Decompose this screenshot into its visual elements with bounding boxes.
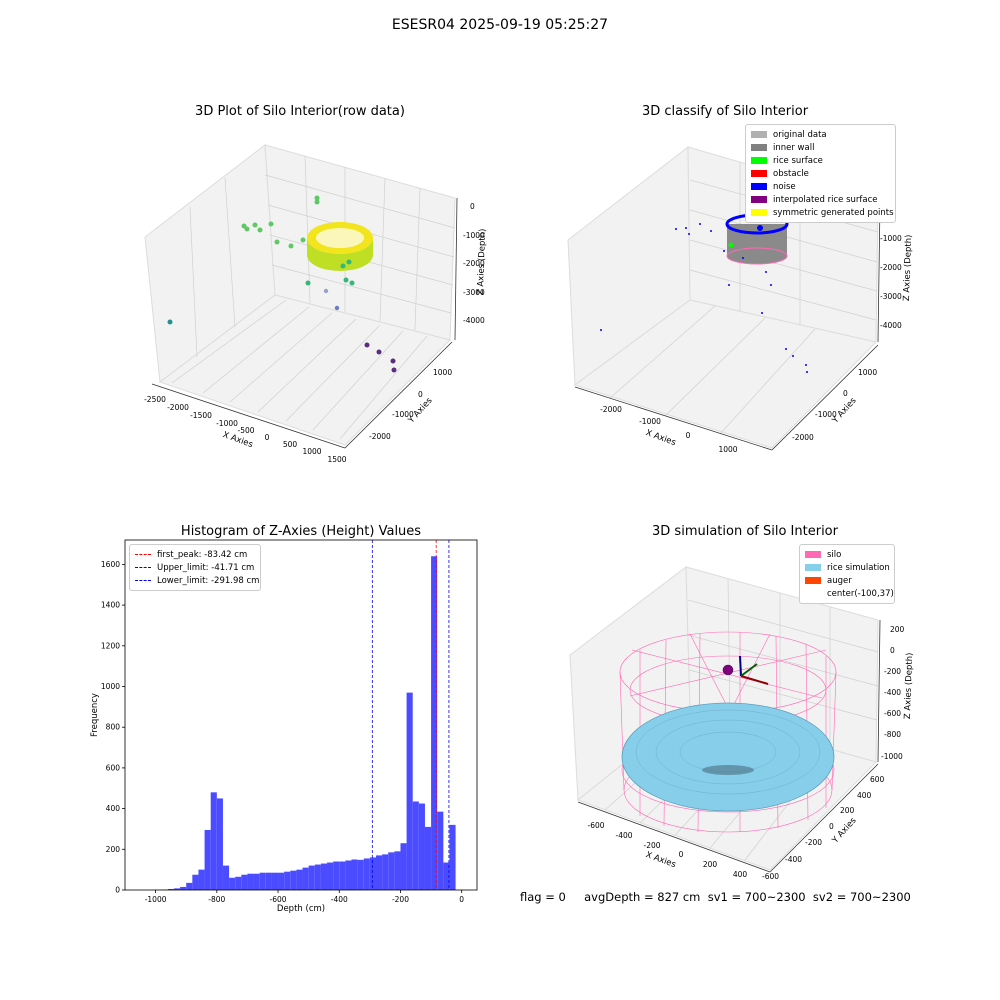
p1-xtick: -1000 (216, 419, 238, 428)
legend-swatch (805, 551, 821, 558)
legend-swatch (751, 144, 767, 151)
legend-item: inner wall (751, 141, 890, 154)
p1-ytick: -2000 (369, 432, 391, 441)
legend-label: obstacle (773, 168, 809, 179)
p1-ytick: -1000 (392, 410, 414, 419)
panel2-title: 3D classify of Silo Interior (641, 104, 809, 119)
p1-xtick: 0 (265, 433, 270, 442)
legend-swatch (751, 196, 767, 203)
panel1-title: 3D Plot of Silo Interior(row data) (195, 104, 405, 119)
p1-zlabel: Z Axies (Depth) (476, 228, 488, 295)
histogram-legend: first_peak: -83.42 cm Upper_limit: -41.7… (129, 544, 261, 591)
legend-item: noise (751, 180, 890, 193)
legend-swatch (751, 157, 767, 164)
legend-label: symmetric generated points (773, 207, 894, 218)
legend-item: symmetric generated points (751, 206, 894, 219)
p1-xtick: 500 (283, 440, 298, 449)
panel3-title: Histogram of Z-Axies (Height) Values (180, 524, 422, 539)
legend-swatch (751, 183, 767, 190)
legend-label: original data (773, 129, 827, 140)
legend-label: interpolated rice surface (773, 194, 878, 205)
legend-item: rice surface (751, 154, 890, 167)
legend-item: interpolated rice surface (751, 193, 890, 206)
legend-label: noise (773, 181, 796, 192)
figure-title: ESESR04 2025-09-19 05:25:27 (391, 17, 609, 33)
legend-item: first_peak: -83.42 cm (135, 548, 255, 561)
panel4-title: 3D simulation of Silo Interior (652, 524, 838, 539)
legend-swatch (751, 209, 767, 216)
legend-swatch (805, 564, 821, 571)
legend-item: obstacle (751, 167, 890, 180)
legend-label: Lower_limit: -291.98 cm (157, 575, 260, 586)
legend-item: center(-100,37) (805, 587, 894, 600)
legend-item: Upper_limit: -41.71 cm (135, 561, 255, 574)
legend-item: silo (805, 548, 889, 561)
panel2-legend: original data inner wall rice surface ob… (745, 124, 896, 223)
p1-ytick: 1000 (433, 368, 452, 377)
p1-xtick: 1500 (327, 455, 346, 464)
legend-item: rice simulation (805, 561, 890, 574)
legend-swatch (805, 590, 821, 597)
p1-ztick: 0 (470, 202, 475, 211)
legend-label: center(-100,37) (827, 588, 894, 599)
p1-ztick: -1000 (463, 231, 485, 240)
p1-xtick: -2000 (167, 403, 189, 412)
legend-item: auger (805, 574, 889, 587)
legend-line (135, 567, 151, 568)
legend-item: Lower_limit: -291.98 cm (135, 574, 259, 587)
panel1-scatter (167, 195, 397, 373)
legend-label: silo (827, 549, 842, 560)
legend-label: rice surface (773, 155, 823, 166)
legend-line (135, 554, 151, 555)
p1-xtick: 1000 (302, 447, 321, 456)
panel1-ring-side (307, 238, 373, 271)
legend-line (135, 580, 151, 581)
panel1-ring-hole (316, 228, 364, 248)
p1-xtick: -1500 (190, 411, 212, 420)
legend-swatch (751, 170, 767, 177)
legend-swatch (805, 577, 821, 584)
p1-xtick: -2500 (144, 395, 166, 404)
status-line: flag = 0 avgDepth = 827 cm sv1 = 700~230… (520, 890, 911, 904)
legend-label: first_peak: -83.42 cm (157, 549, 248, 560)
legend-label: auger (827, 575, 852, 586)
legend-item: original data (751, 128, 890, 141)
p1-xtick: -500 (237, 426, 254, 435)
panel4-legend: silo rice simulation auger center(-100,3… (799, 544, 895, 604)
legend-label: rice simulation (827, 562, 890, 573)
panel1-pane-floor (158, 294, 451, 446)
p1-ztick: -3000 (463, 288, 485, 297)
legend-label: Upper_limit: -41.71 cm (157, 562, 255, 573)
p1-ztick: -2000 (463, 259, 485, 268)
legend-label: inner wall (773, 142, 815, 153)
p1-ytick: 0 (418, 390, 423, 399)
p1-ztick: -4000 (463, 316, 485, 325)
legend-swatch (751, 131, 767, 138)
